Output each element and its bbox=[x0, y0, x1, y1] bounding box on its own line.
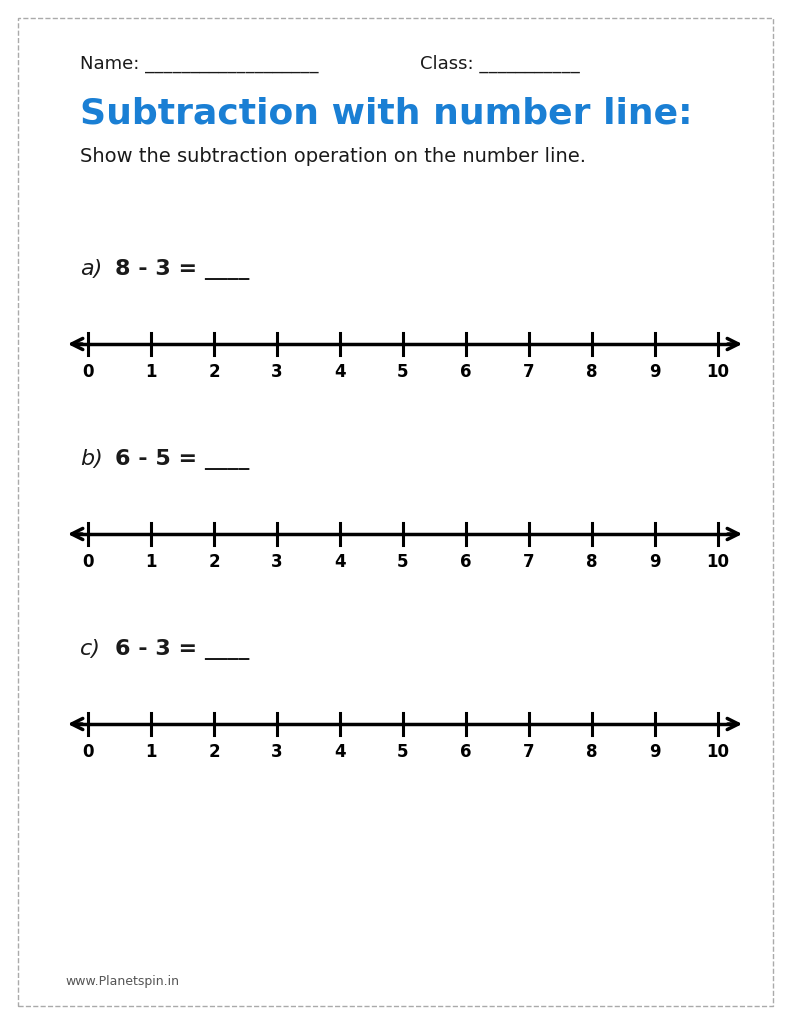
Text: 8: 8 bbox=[586, 743, 598, 761]
Text: 9: 9 bbox=[649, 553, 660, 571]
Text: 0: 0 bbox=[82, 553, 94, 571]
Text: 10: 10 bbox=[706, 362, 729, 381]
Text: 1: 1 bbox=[146, 743, 157, 761]
Text: Class: ___________: Class: ___________ bbox=[420, 55, 580, 73]
Text: 6: 6 bbox=[460, 743, 471, 761]
Text: 5: 5 bbox=[397, 362, 409, 381]
Text: 3: 3 bbox=[271, 743, 283, 761]
Text: 6 - 5 = ____: 6 - 5 = ____ bbox=[115, 449, 249, 469]
Text: 6: 6 bbox=[460, 553, 471, 571]
Text: 3: 3 bbox=[271, 362, 283, 381]
Text: a): a) bbox=[80, 259, 102, 279]
Text: 2: 2 bbox=[208, 362, 220, 381]
Text: 0: 0 bbox=[82, 743, 94, 761]
Text: Name: ___________________: Name: ___________________ bbox=[80, 55, 319, 73]
Text: Subtraction with number line:: Subtraction with number line: bbox=[80, 97, 692, 131]
Text: 5: 5 bbox=[397, 743, 409, 761]
Text: 10: 10 bbox=[706, 743, 729, 761]
Text: 9: 9 bbox=[649, 362, 660, 381]
Text: 4: 4 bbox=[334, 553, 346, 571]
Text: 6 - 3 = ____: 6 - 3 = ____ bbox=[115, 639, 249, 659]
Text: 0: 0 bbox=[82, 362, 94, 381]
Text: 8: 8 bbox=[586, 362, 598, 381]
Text: 4: 4 bbox=[334, 743, 346, 761]
Text: 7: 7 bbox=[523, 743, 535, 761]
Text: b): b) bbox=[80, 449, 103, 469]
Text: 5: 5 bbox=[397, 553, 409, 571]
Text: 1: 1 bbox=[146, 362, 157, 381]
Text: 1: 1 bbox=[146, 553, 157, 571]
Text: www.Planetspin.in: www.Planetspin.in bbox=[65, 976, 179, 988]
Text: 7: 7 bbox=[523, 362, 535, 381]
Text: 8 - 3 = ____: 8 - 3 = ____ bbox=[115, 258, 249, 280]
Text: 10: 10 bbox=[706, 553, 729, 571]
Text: 2: 2 bbox=[208, 553, 220, 571]
Text: 6: 6 bbox=[460, 362, 471, 381]
Text: 9: 9 bbox=[649, 743, 660, 761]
Text: 2: 2 bbox=[208, 743, 220, 761]
Text: 4: 4 bbox=[334, 362, 346, 381]
Text: Show the subtraction operation on the number line.: Show the subtraction operation on the nu… bbox=[80, 146, 586, 166]
Text: 3: 3 bbox=[271, 553, 283, 571]
Text: c): c) bbox=[80, 639, 101, 659]
Text: 7: 7 bbox=[523, 553, 535, 571]
Text: 8: 8 bbox=[586, 553, 598, 571]
